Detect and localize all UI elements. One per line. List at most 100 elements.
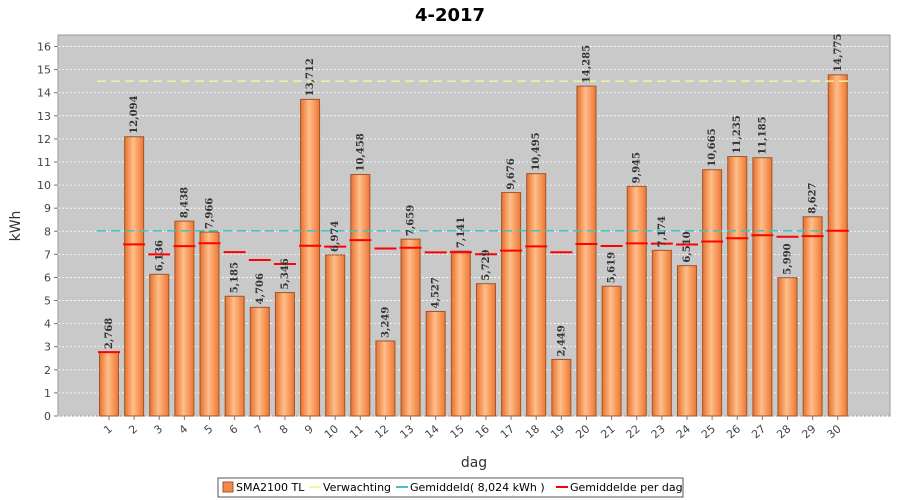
bar (224, 295, 245, 417)
bar-value-label: 4,706 (255, 273, 266, 304)
bar (425, 310, 446, 417)
bar (274, 292, 295, 417)
legend: SMA2100 TL Verwachting Gemiddeld( 8,024 kW… (217, 477, 684, 498)
bar-value-label: 10,458 (355, 133, 366, 171)
bar (350, 174, 371, 417)
bar (199, 231, 220, 417)
x-tick-label: 7 (252, 422, 266, 436)
bar-value-label: 2,768 (104, 318, 115, 349)
bar-value-label: 9,676 (506, 158, 517, 189)
chart-title: 4-2017 (415, 5, 485, 26)
y-tick-label: 7 (44, 248, 51, 261)
x-tick-label: 19 (548, 422, 567, 441)
bar-value-label: 4,527 (431, 277, 442, 308)
bar (124, 136, 145, 417)
x-tick-label: 28 (774, 422, 793, 441)
x-tick-label: 22 (624, 422, 643, 441)
bar-value-label: 6,510 (682, 231, 693, 262)
bar (727, 156, 748, 417)
x-tick-label: 9 (302, 422, 316, 436)
y-tick-label: 6 (44, 271, 51, 284)
y-tick-label: 0 (44, 410, 51, 423)
bar-value-label: 6,974 (330, 221, 341, 252)
x-tick-label: 21 (598, 422, 617, 441)
y-tick-label: 2 (44, 364, 51, 377)
bar-value-label: 12,094 (129, 95, 140, 133)
bar (300, 98, 321, 417)
bar-value-label: 10,665 (707, 128, 718, 166)
bar-value-label: 8,627 (808, 182, 819, 213)
x-axis-label: dag (461, 455, 487, 471)
x-tick-label: 29 (799, 422, 818, 441)
bar-value-label: 14,775 (833, 34, 844, 72)
x-tick-label: 24 (674, 422, 693, 441)
x-tick-label: 11 (347, 422, 366, 441)
bar (601, 285, 622, 417)
x-axis-ticks: 1 2 3 4 5 6 7 8 9 10 11 12 13 14 15 16 17 18 19 20 21 22 23 24 2… (101, 416, 844, 441)
bar-value-label: 14,285 (581, 45, 592, 83)
x-tick-label: 26 (724, 422, 743, 441)
legend-swatch (222, 481, 234, 493)
legend-label: Gemiddeld( 8,024 kWh ) (410, 481, 545, 494)
bar (501, 192, 522, 417)
bar-value-label: 5,729 (481, 249, 492, 280)
bar (475, 283, 496, 417)
legend-label: SMA2100 TL (236, 481, 305, 494)
x-tick-label: 15 (448, 422, 467, 441)
y-tick-label: 13 (37, 110, 51, 123)
bar (375, 340, 396, 417)
x-tick-label: 4 (177, 422, 191, 436)
gridlines (58, 46, 890, 417)
y-tick-label: 14 (37, 87, 51, 100)
bar (651, 249, 672, 417)
bar (551, 358, 572, 417)
bar (676, 265, 697, 417)
legend-label: Verwachting (323, 481, 391, 494)
bar-value-label: 5,185 (230, 262, 241, 293)
bar-value-label: 13,712 (305, 58, 316, 96)
y-tick-label: 11 (37, 156, 51, 169)
bar (626, 185, 647, 417)
bar (174, 220, 195, 417)
bar (702, 169, 723, 417)
bar (576, 85, 597, 417)
bar-value-label: 7,659 (406, 205, 417, 236)
bar-value-label: 5,346 (280, 258, 291, 289)
reference-lines (97, 80, 850, 354)
value-labels: 2,768 12,094 6,136 8,438 7,966 5,185 4,706 5,34… (104, 34, 844, 357)
bar (777, 277, 798, 417)
bar (752, 157, 773, 417)
y-tick-label: 3 (44, 341, 51, 354)
y-tick-label: 8 (44, 225, 51, 238)
bar (400, 238, 421, 417)
x-tick-label: 6 (227, 422, 241, 436)
bar-value-label: 8,438 (179, 187, 190, 218)
x-tick-label: 3 (151, 422, 165, 436)
x-tick-label: 1 (101, 422, 115, 436)
x-tick-label: 16 (473, 422, 492, 441)
bar-value-label: 2,449 (556, 325, 567, 356)
bar-value-label: 10,495 (531, 132, 542, 170)
y-tick-label: 15 (37, 64, 51, 77)
x-tick-label: 2 (126, 422, 140, 436)
y-tick-label: 4 (44, 318, 51, 331)
legend-box (217, 477, 684, 498)
bar-value-label: 7,141 (456, 217, 467, 248)
x-tick-label: 20 (573, 422, 592, 441)
y-axis-label: kWh (8, 211, 24, 242)
bar-value-label: 5,990 (783, 243, 794, 274)
bar-value-label: 11,235 (732, 115, 743, 153)
x-tick-label: 30 (825, 422, 844, 441)
bar (827, 74, 848, 417)
y-tick-label: 1 (44, 387, 51, 400)
x-tick-label: 5 (202, 422, 216, 436)
y-tick-label: 9 (44, 202, 51, 215)
x-tick-label: 12 (372, 422, 391, 441)
bar-value-label: 7,966 (205, 198, 216, 229)
y-tick-label: 16 (37, 41, 51, 54)
x-tick-label: 14 (423, 422, 442, 441)
bar-value-label: 11,185 (757, 116, 768, 154)
y-tick-label: 10 (37, 179, 51, 192)
